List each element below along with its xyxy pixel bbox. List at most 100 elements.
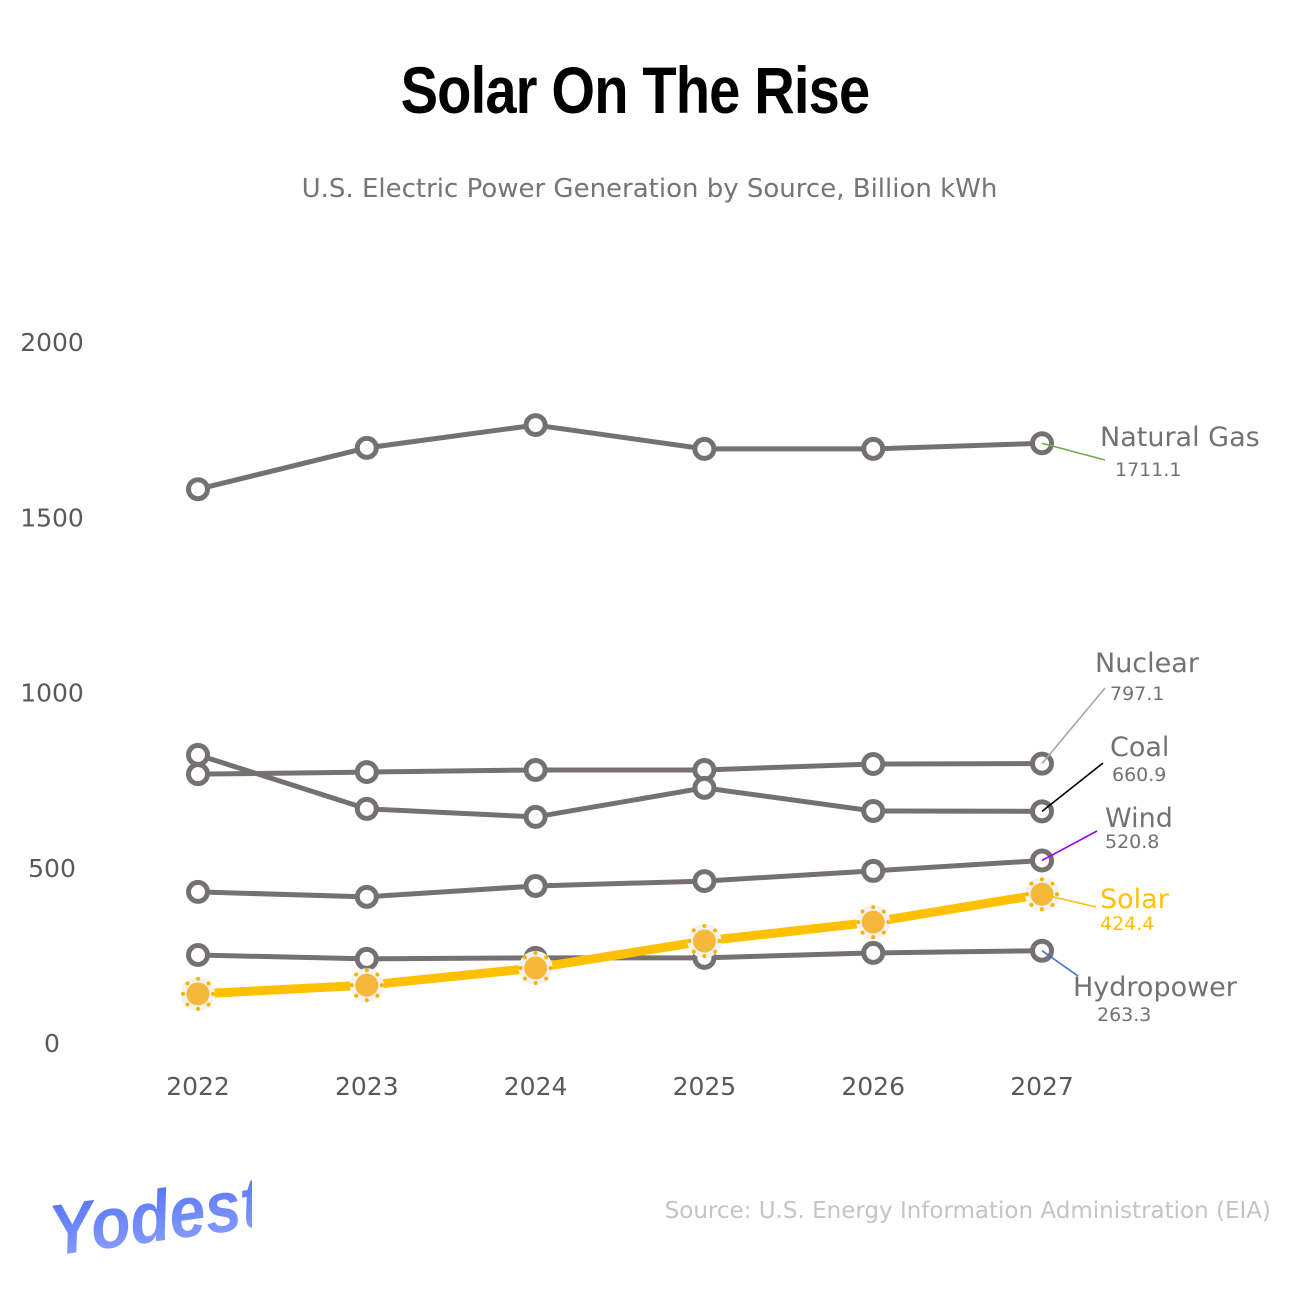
data-point: [186, 943, 210, 968]
y-tick-label: 1000: [20, 679, 84, 708]
leader-line: [1041, 893, 1097, 908]
y-tick-label: 1500: [20, 503, 84, 532]
series-label: Hydropower: [1073, 972, 1238, 1003]
sun-ray: [375, 972, 380, 977]
data-point: [523, 757, 548, 782]
series-end-value: 263.3: [1097, 1004, 1151, 1026]
x-tick-label: 2026: [841, 1072, 905, 1101]
sun-ray: [379, 983, 384, 988]
series-label: Solar: [1100, 884, 1170, 915]
y-tick-label: 0: [44, 1029, 60, 1058]
data-point: [186, 742, 210, 767]
series-line: [197, 752, 1043, 820]
sun-ray: [206, 1002, 211, 1007]
sun-ray: [548, 965, 553, 970]
sun-icon: [518, 950, 553, 985]
data-point: [186, 879, 210, 904]
y-tick-label: 2000: [20, 328, 84, 357]
data-point: [523, 804, 548, 829]
sun-ray: [364, 968, 369, 973]
yodest-logo: Yodest: [45, 1168, 252, 1263]
data-point: [861, 940, 886, 965]
data-point: [355, 973, 379, 997]
series-natural-gas: Natural Gas 1711.1: [186, 413, 1260, 502]
sun-ray: [713, 928, 718, 933]
data-point: [692, 869, 717, 894]
data-point: [692, 929, 716, 953]
sun-ray: [181, 991, 185, 996]
sun-ray: [687, 939, 692, 944]
sun-ray: [375, 993, 380, 998]
sun-ray: [856, 920, 861, 925]
chart-subtitle: U.S. Electric Power Generation by Source…: [301, 174, 998, 204]
data-point: [861, 858, 886, 883]
sun-ray: [881, 909, 886, 914]
sun-ray: [1050, 902, 1055, 907]
sun-ray: [702, 954, 707, 959]
data-point: [354, 435, 379, 460]
leader-line: [1041, 950, 1079, 977]
data-point: [186, 477, 210, 502]
series-end-value: 797.1: [1110, 683, 1164, 705]
series-nuclear: Nuclear 797.1: [186, 648, 1200, 787]
sun-ray: [349, 983, 354, 988]
sun-ray: [1040, 907, 1044, 912]
series-line: [197, 857, 1043, 900]
sun-ray: [206, 981, 211, 986]
data-point: [523, 873, 548, 898]
series-line: [197, 761, 1043, 777]
data-point: [692, 436, 717, 461]
sun-ray: [1025, 892, 1029, 897]
data-point: [524, 956, 548, 980]
sun-ray: [860, 909, 865, 914]
data-point: [861, 752, 886, 777]
source-note: Source: U.S. Energy Information Administ…: [664, 1198, 1271, 1224]
sun-ray: [364, 998, 369, 1003]
sun-ray: [354, 972, 359, 977]
sun-ray: [522, 955, 527, 960]
sun-ray: [702, 924, 707, 929]
sun-ray: [544, 976, 549, 981]
sun-ray: [1040, 877, 1044, 882]
sun-ray: [544, 955, 549, 960]
series-line: [197, 422, 1043, 492]
sun-ray: [1029, 902, 1034, 907]
sun-ray: [185, 981, 190, 986]
data-point: [861, 910, 885, 934]
data-point: [354, 760, 379, 785]
leader-line: [1041, 442, 1106, 461]
sun-icon: [181, 976, 215, 1011]
data-point: [186, 982, 210, 1006]
sun-ray: [522, 976, 527, 981]
x-tick-label: 2022: [166, 1072, 230, 1101]
sun-ray: [533, 950, 538, 955]
sun-ray: [717, 939, 722, 944]
series-end-value: 520.8: [1105, 831, 1159, 853]
sun-ray: [196, 976, 200, 981]
sun-ray: [1050, 881, 1055, 886]
series-line: [197, 889, 1043, 999]
y-tick-label: 500: [28, 854, 76, 883]
sun-ray: [860, 930, 865, 935]
x-tick-label: 2024: [504, 1072, 568, 1101]
sun-ray: [1029, 881, 1034, 886]
logo-text: Yodest: [45, 1168, 252, 1263]
leader-line: [1041, 687, 1106, 765]
sun-ray: [211, 991, 215, 996]
data-point: [354, 946, 379, 971]
series-label: Nuclear: [1095, 648, 1200, 679]
series-end-value: 660.9: [1112, 764, 1166, 786]
series-label: Coal: [1110, 732, 1169, 763]
data-point: [861, 798, 886, 823]
data-point: [354, 796, 379, 821]
data-point: [523, 413, 548, 438]
data-point: [186, 762, 210, 787]
x-tick-label: 2027: [1010, 1072, 1074, 1101]
sun-icon: [856, 905, 891, 940]
data-point: [692, 775, 717, 800]
data-point: [354, 884, 379, 909]
